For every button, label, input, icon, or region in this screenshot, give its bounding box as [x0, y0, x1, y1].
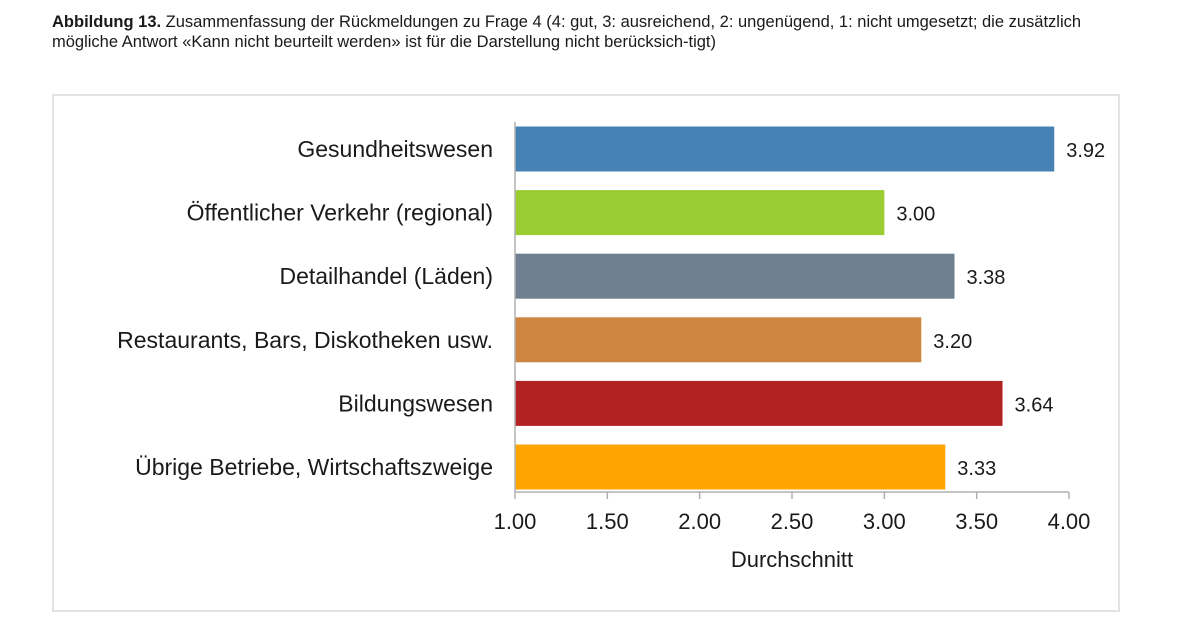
x-tick-label: 3.50 [955, 509, 998, 534]
bar-chart: Gesundheitswesen 3.92 Öffentlicher Verkehr… [117, 122, 1105, 572]
x-tick-label: 1.50 [586, 509, 629, 534]
category-label: Öffentlicher Verkehr (regional) [187, 200, 493, 226]
chart-frame: Gesundheitswesen 3.92 Öffentlicher Verkehr… [52, 94, 1120, 612]
bar [515, 444, 946, 490]
value-label: 3.20 [933, 331, 972, 353]
value-label: 3.00 [896, 204, 935, 226]
value-label: 3.92 [1066, 140, 1105, 162]
x-tick-label: 2.00 [678, 509, 721, 534]
x-tick-label: 3.00 [863, 509, 906, 534]
category-label: Detailhandel (Läden) [279, 263, 493, 289]
figure-caption: Abbildung 13. Zusammenfassung der Rückme… [52, 12, 1132, 52]
category-label: Bildungswesen [338, 390, 493, 416]
bar [515, 317, 922, 363]
value-label: 3.38 [967, 267, 1006, 289]
value-label: 3.33 [957, 458, 996, 480]
x-axis-title: Durchschnitt [731, 547, 853, 572]
category-label: Gesundheitswesen [297, 136, 493, 162]
category-label: Restaurants, Bars, Diskotheken usw. [117, 327, 493, 353]
figure-caption-lead: Abbildung 13. [52, 13, 162, 31]
x-tick-label: 4.00 [1048, 509, 1091, 534]
bar [515, 380, 1003, 426]
bar [515, 253, 955, 299]
x-tick-label: 1.00 [494, 509, 537, 534]
x-tick-label: 2.50 [771, 509, 814, 534]
category-label: Übrige Betriebe, Wirtschaftszweige [135, 454, 493, 480]
value-label: 3.64 [1015, 394, 1054, 416]
bar [515, 190, 885, 236]
figure-caption-text: Zusammenfassung der Rückmeldungen zu Fra… [52, 13, 1082, 51]
bar [515, 126, 1055, 172]
